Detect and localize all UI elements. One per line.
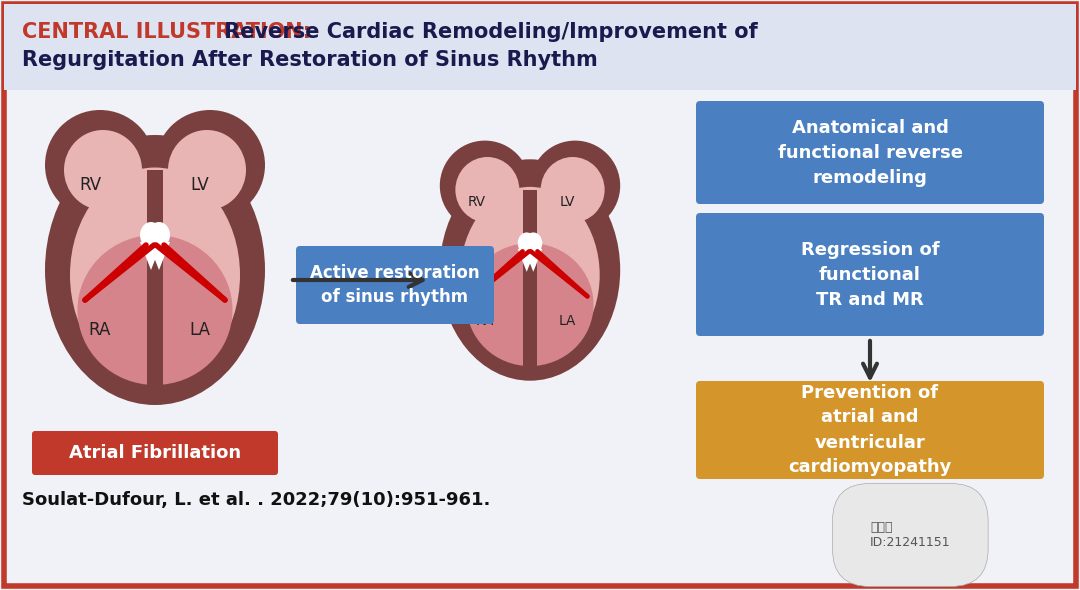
Text: Reverse Cardiac Remodeling/Improvement of: Reverse Cardiac Remodeling/Improvement o… (217, 22, 758, 42)
FancyBboxPatch shape (696, 101, 1044, 204)
Text: 杨进则
ID:21241151: 杨进则 ID:21241151 (870, 521, 950, 549)
Text: RV: RV (79, 176, 102, 194)
Text: Active restoration
of sinus rhythm: Active restoration of sinus rhythm (310, 264, 480, 306)
Text: Regurgitation After Restoration of Sinus Rhythm: Regurgitation After Restoration of Sinus… (22, 50, 597, 70)
Text: LV: LV (559, 195, 575, 209)
Ellipse shape (467, 243, 594, 366)
Text: LA: LA (189, 321, 211, 339)
Text: CENTRAL ILLUSTRATION:: CENTRAL ILLUSTRATION: (22, 22, 311, 42)
FancyBboxPatch shape (296, 246, 494, 324)
Ellipse shape (64, 130, 141, 210)
Ellipse shape (460, 187, 599, 363)
Text: Regression of
functional
TR and MR: Regression of functional TR and MR (800, 241, 940, 309)
Text: Atrial Fibrillation: Atrial Fibrillation (69, 444, 241, 462)
Text: LV: LV (191, 176, 210, 194)
Text: Anatomical and
functional reverse
remodeling: Anatomical and functional reverse remode… (778, 119, 962, 187)
Text: RV: RV (468, 195, 486, 209)
Ellipse shape (517, 232, 536, 254)
Text: Prevention of
atrial and
ventricular
cardiomyopathy: Prevention of atrial and ventricular car… (788, 384, 951, 477)
Ellipse shape (530, 140, 620, 231)
FancyBboxPatch shape (4, 4, 1076, 90)
Text: LA: LA (558, 314, 576, 328)
Ellipse shape (45, 110, 156, 220)
Polygon shape (524, 249, 542, 272)
FancyBboxPatch shape (4, 4, 1076, 586)
Polygon shape (140, 242, 162, 270)
Ellipse shape (456, 157, 519, 222)
Text: RA: RA (475, 314, 494, 328)
Ellipse shape (148, 222, 170, 248)
Polygon shape (148, 242, 170, 270)
Bar (147, 170, 163, 400)
Bar (524, 190, 537, 378)
Text: Soulat-Dufour, L. et al. . 2022;79(10):951-961.: Soulat-Dufour, L. et al. . 2022;79(10):9… (22, 491, 490, 509)
FancyBboxPatch shape (32, 431, 278, 475)
Ellipse shape (440, 159, 620, 381)
Ellipse shape (440, 140, 530, 231)
Ellipse shape (524, 232, 542, 254)
Ellipse shape (45, 135, 265, 405)
Ellipse shape (78, 235, 232, 385)
FancyBboxPatch shape (696, 381, 1044, 479)
Ellipse shape (140, 222, 162, 248)
Text: RA: RA (89, 321, 111, 339)
Ellipse shape (168, 130, 246, 210)
Polygon shape (517, 249, 536, 272)
Ellipse shape (70, 168, 240, 382)
Ellipse shape (541, 157, 605, 222)
FancyBboxPatch shape (696, 213, 1044, 336)
Ellipse shape (156, 110, 265, 220)
